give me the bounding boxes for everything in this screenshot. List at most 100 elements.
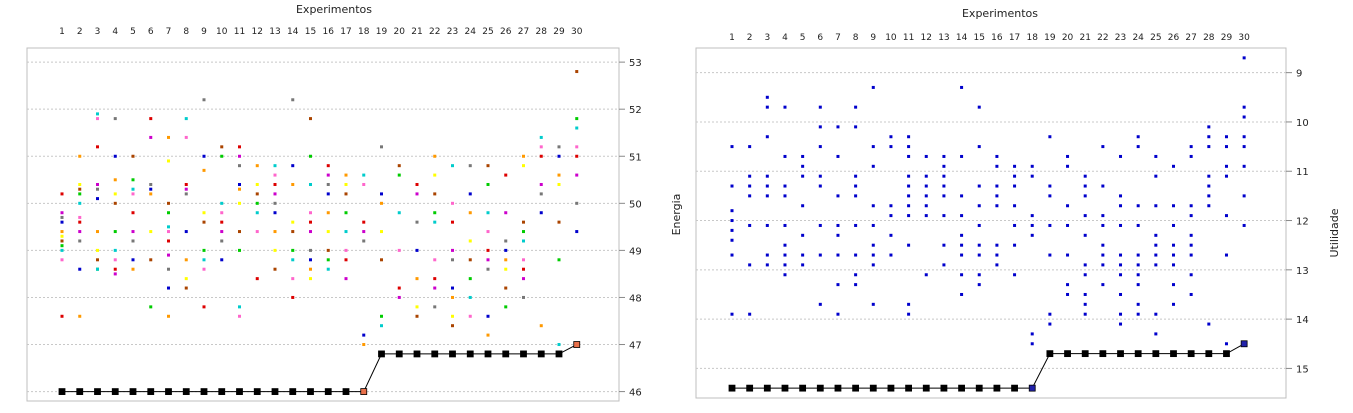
best-line-marker [816, 384, 824, 392]
data-point [1013, 273, 1017, 277]
data-point [1172, 263, 1175, 267]
data-point [889, 253, 893, 257]
data-point [539, 135, 543, 139]
data-point [415, 220, 419, 224]
data-point [575, 126, 579, 130]
data-point [344, 192, 348, 196]
data-point [220, 258, 224, 262]
best-line-marker [378, 350, 385, 358]
best-line-marker [307, 388, 314, 395]
data-point [1242, 56, 1246, 60]
x-tick-label: 2 [747, 33, 753, 43]
data-point [60, 234, 64, 238]
data-point [907, 145, 911, 149]
data-point [1136, 223, 1140, 227]
data-point [1154, 154, 1158, 158]
data-point [889, 214, 893, 218]
data-point [149, 135, 153, 139]
data-point [783, 154, 787, 158]
best-line-marker [58, 388, 66, 395]
best-line-marker [1064, 350, 1071, 358]
data-point [836, 253, 840, 257]
data-point [415, 277, 419, 281]
best-line-marker [129, 388, 137, 395]
data-point [113, 267, 117, 271]
x-tick-label: 10 [885, 33, 897, 43]
data-point [451, 314, 454, 318]
data-point [468, 211, 472, 215]
data-point [184, 277, 188, 281]
best-line-marker [1223, 350, 1230, 358]
data-point [1189, 145, 1193, 149]
data-point [1172, 223, 1175, 227]
y-tick-label: 48 [629, 293, 642, 304]
data-point [96, 117, 99, 121]
data-point [486, 258, 490, 262]
data-point [522, 154, 525, 158]
data-point [291, 164, 295, 168]
data-point [344, 211, 348, 215]
data-point [273, 248, 277, 252]
data-point [60, 211, 64, 215]
data-point [977, 184, 981, 188]
data-point [78, 187, 82, 191]
data-point [1083, 263, 1087, 267]
data-point [1066, 292, 1070, 296]
data-point [255, 211, 259, 215]
data-point [167, 253, 170, 257]
data-point [1224, 214, 1228, 218]
data-point [907, 154, 911, 158]
data-point [871, 243, 875, 247]
data-point [1013, 174, 1017, 178]
data-point [575, 145, 579, 149]
data-point [765, 174, 769, 178]
data-point [836, 125, 840, 129]
data-point [575, 117, 579, 121]
data-point [1136, 135, 1140, 139]
data-point [397, 295, 401, 299]
data-point [1224, 253, 1228, 257]
data-point [765, 95, 769, 99]
data-point [1224, 174, 1228, 178]
data-point [924, 273, 928, 277]
data-point [60, 220, 64, 224]
data-point [977, 145, 981, 149]
data-point [362, 173, 366, 177]
data-point [1101, 184, 1105, 188]
data-point [818, 125, 822, 129]
data-point [836, 194, 840, 198]
data-point [1066, 283, 1070, 287]
data-point [871, 164, 875, 168]
data-point [854, 184, 858, 188]
data-point [273, 201, 277, 205]
data-point [309, 248, 312, 252]
data-point [942, 164, 946, 168]
data-point [522, 258, 525, 262]
data-point [131, 178, 135, 182]
data-point [960, 214, 964, 218]
data-point [977, 204, 981, 208]
data-point [1136, 312, 1140, 316]
data-point [1154, 332, 1158, 336]
data-point [451, 164, 454, 168]
data-point [149, 192, 153, 196]
data-point [397, 164, 401, 168]
y-tick-label: 49 [629, 246, 642, 257]
x-tick-label: 21 [411, 27, 422, 37]
data-point [1136, 145, 1140, 149]
data-point [96, 248, 99, 252]
data-point [1048, 253, 1052, 257]
data-point [1189, 273, 1193, 277]
data-point [942, 214, 946, 218]
best-line-marker [940, 384, 948, 392]
data-point [1101, 263, 1105, 267]
data-point [960, 243, 964, 247]
data-point [415, 305, 419, 309]
best-line-marker [1028, 384, 1036, 392]
data-point [504, 305, 508, 309]
data-point [1101, 223, 1105, 227]
data-point [326, 248, 330, 252]
data-point [1172, 164, 1175, 168]
x-tick-label: 1 [59, 27, 65, 37]
data-point [801, 253, 805, 257]
